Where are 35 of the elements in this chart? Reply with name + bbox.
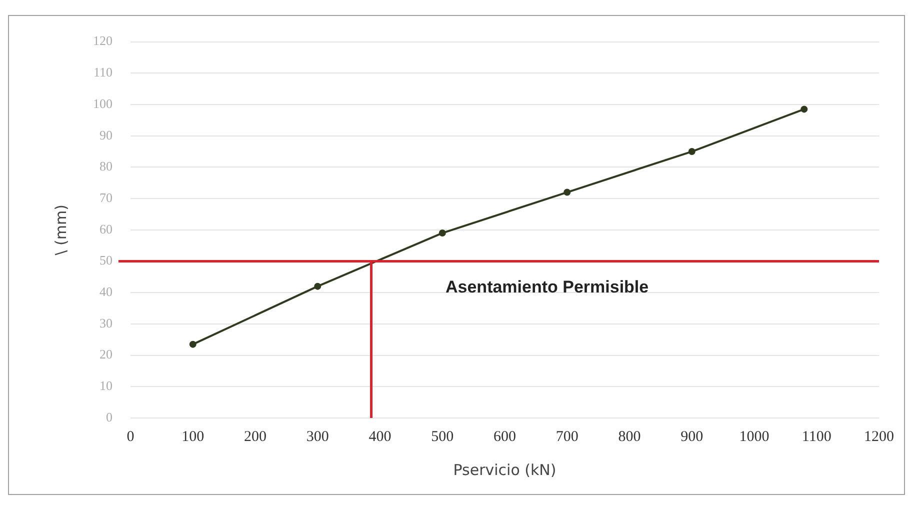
x-tick-label: 1000: [739, 428, 770, 445]
x-tick-label: 0: [126, 428, 134, 445]
x-tick-label: 400: [368, 428, 392, 445]
x-tick-label: 1100: [802, 428, 832, 445]
x-tick-label: 800: [618, 428, 641, 445]
y-tick-label: 70: [100, 190, 112, 205]
point: [688, 148, 696, 156]
y-tick-label: 60: [100, 221, 112, 236]
y-axis-title: \ (mm): [52, 204, 70, 256]
y-tick-label: 10: [100, 378, 112, 394]
x-tick-label: 1200: [864, 428, 894, 445]
y-tick-label: 0: [106, 409, 112, 424]
point: [800, 106, 808, 113]
point: [314, 282, 322, 290]
y-tick-label: 40: [100, 284, 112, 300]
x-tick-label: 100: [182, 428, 204, 445]
y-tick-label: 120: [93, 33, 112, 48]
x-tick-label: 600: [494, 428, 516, 445]
point: [564, 188, 571, 196]
y-tick-label: 90: [100, 127, 112, 142]
y-tick-label: 110: [93, 64, 112, 80]
x-tick-label: 900: [680, 428, 704, 445]
x-axis-title: Pservicio (kN): [453, 460, 556, 479]
y-tick-label: 100: [93, 96, 112, 111]
ref-line-label: Asentamiento Permisible: [445, 277, 649, 296]
x-tick-label: 500: [431, 428, 454, 445]
y-tick-label: 30: [100, 315, 112, 330]
y-tick-label: 50: [100, 252, 112, 268]
point: [189, 340, 196, 348]
x-tick-label: 700: [556, 428, 578, 445]
x-tick-label: 200: [244, 428, 266, 445]
x-tick-label: 300: [306, 428, 329, 445]
y-tick-label: 80: [100, 158, 112, 174]
point: [438, 230, 446, 237]
y-tick-label: 20: [100, 346, 112, 362]
